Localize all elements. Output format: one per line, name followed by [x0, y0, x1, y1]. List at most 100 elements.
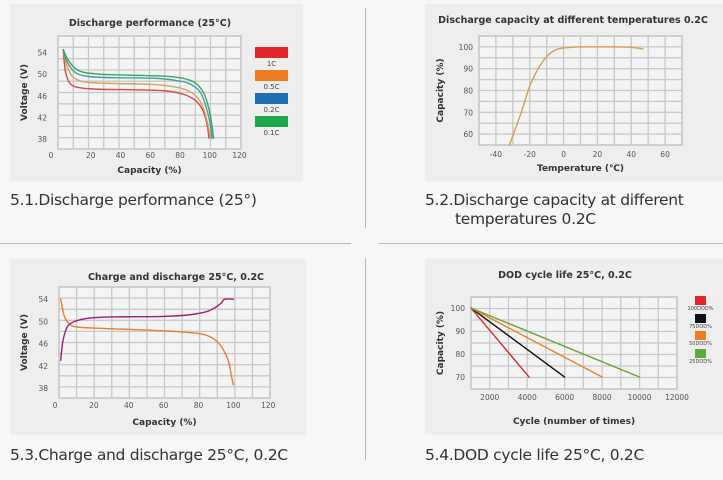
dod-cycle-life-chart: DOD cycle life 25°C, 0.2C Cycle (number o… — [436, 270, 714, 427]
x-tick-label: 40 — [116, 151, 126, 160]
y-tick-label: 60 — [463, 130, 473, 139]
vertical-divider-top — [365, 8, 366, 228]
legend-swatch — [255, 47, 288, 58]
x-axis-label: Capacity (%) — [132, 418, 196, 428]
x-tick-label: 20 — [86, 151, 96, 160]
x-tick-label: 40 — [124, 401, 134, 410]
y-axis-label: Capacity (%) — [436, 58, 446, 122]
y-tick-label: 46 — [37, 92, 47, 101]
x-axis-label: Capacity (%) — [117, 166, 181, 176]
legend-swatch — [695, 331, 706, 340]
legend-label: 0.2C — [263, 106, 279, 114]
series-line-series-1 — [60, 298, 235, 361]
caption-charge-discharge: 5.3.Charge and discharge 25°C, 0.2C — [10, 446, 288, 465]
caption-line: 5.4.DOD cycle life 25°C, 0.2C — [425, 446, 645, 464]
caption-line-2: temperatures 0.2C — [455, 210, 596, 228]
chart-panel-dod-cycle-life: DOD cycle life 25°C, 0.2C Cycle (number o… — [425, 259, 723, 435]
chart-title: Discharge performance (25°C) — [69, 18, 231, 29]
series-line-75dod- — [470, 307, 566, 378]
x-tick-label: -20 — [524, 150, 536, 159]
y-tick-label: 100 — [451, 304, 466, 313]
caption-discharge-temperature: 5.2.Discharge capacity at different tempe… — [425, 191, 684, 229]
chart-panel-discharge-performance: Discharge performance (25°C) Capacity (%)… — [10, 4, 303, 181]
legend-swatch — [695, 314, 706, 323]
chart-panel-charge-discharge: Charge and discharge 25°C, 0.2C Capacity … — [10, 259, 306, 435]
x-tick-label: 12000 — [665, 393, 689, 402]
y-tick-label: 70 — [455, 373, 465, 382]
x-tick-label: 120 — [261, 401, 276, 410]
x-tick-label: 10000 — [628, 393, 652, 402]
y-tick-label: 54 — [38, 295, 48, 304]
y-axis-label: Capacity (%) — [436, 311, 446, 375]
x-tick-label: 80 — [194, 401, 204, 410]
x-tick-label: 60 — [660, 150, 670, 159]
legend-label: 75DOD% — [689, 324, 712, 330]
y-tick-label: 38 — [37, 135, 47, 144]
discharge-temperature-chart: Discharge capacity at different temperat… — [436, 15, 708, 174]
x-tick-label: 100 — [203, 151, 218, 160]
legend-swatch — [695, 349, 706, 358]
x-tick-label: 20 — [593, 150, 603, 159]
x-tick-label: 60 — [145, 151, 155, 160]
series-line-1c — [62, 48, 210, 139]
y-tick-label: 90 — [455, 327, 465, 336]
x-tick-label: 0 — [49, 151, 54, 160]
legend-label: 0.5C — [263, 83, 279, 91]
x-tick-label: -40 — [490, 150, 502, 159]
y-tick-label: 38 — [38, 384, 48, 393]
legend-swatch — [255, 116, 288, 127]
discharge-performance-chart: Discharge performance (25°C) Capacity (%)… — [20, 18, 288, 176]
y-tick-label: 42 — [38, 362, 48, 371]
charge-discharge-chart: Charge and discharge 25°C, 0.2C Capacity … — [20, 272, 276, 428]
x-axis-label: Temperature (℃) — [537, 164, 624, 174]
y-tick-label: 46 — [38, 340, 48, 349]
y-tick-label: 50 — [37, 70, 47, 79]
chart-panel-discharge-temperature: Discharge capacity at different temperat… — [425, 4, 723, 181]
y-tick-label: 70 — [463, 108, 473, 117]
x-tick-label: 2000 — [480, 393, 499, 402]
x-tick-label: 6000 — [555, 393, 574, 402]
vertical-divider-bottom — [365, 258, 366, 460]
y-tick-label: 100 — [459, 43, 474, 52]
y-tick-label: 80 — [455, 350, 465, 359]
x-tick-label: 60 — [159, 401, 169, 410]
x-tick-label: 120 — [232, 151, 247, 160]
caption-dod-cycle-life: 5.4.DOD cycle life 25°C, 0.2C — [425, 446, 644, 465]
x-tick-label: 0 — [561, 150, 566, 159]
legend-label: 0.1C — [263, 129, 279, 137]
x-tick-label: 100 — [226, 401, 241, 410]
series-line-50dod- — [470, 307, 603, 378]
series-line-0-1c — [62, 48, 215, 139]
y-tick-label: 42 — [37, 113, 47, 122]
y-axis-label: Voltage (V) — [20, 314, 30, 371]
caption-line: 5.2.Discharge capacity at different — [425, 191, 684, 209]
y-tick-label: 50 — [38, 317, 48, 326]
x-tick-label: 0 — [53, 401, 58, 410]
horizontal-divider-right — [379, 243, 723, 244]
y-tick-label: 90 — [463, 65, 473, 74]
x-tick-label: 20 — [89, 401, 99, 410]
x-axis-label: Cycle (number of times) — [513, 417, 635, 427]
legend-swatch — [255, 70, 288, 81]
y-axis-label: Voltage (V) — [20, 64, 30, 121]
legend-label: 100DOD% — [688, 306, 714, 312]
x-tick-label: 40 — [626, 150, 636, 159]
caption-line: 5.1.Discharge performance (25°) — [10, 191, 257, 209]
caption-discharge-performance: 5.1.Discharge performance (25°) — [10, 191, 257, 210]
y-tick-label: 54 — [37, 48, 47, 57]
chart-title: Charge and discharge 25°C, 0.2C — [88, 272, 264, 283]
legend-swatch — [695, 296, 706, 305]
series-line-100dod- — [470, 307, 530, 378]
x-tick-label: 4000 — [518, 393, 537, 402]
caption-line: 5.3.Charge and discharge 25°C, 0.2C — [10, 446, 288, 464]
legend-swatch — [255, 93, 288, 104]
series-line-25dod- — [470, 307, 641, 378]
series-line-series-0 — [508, 46, 644, 146]
series-line-0-2c — [62, 48, 213, 139]
horizontal-divider-left — [0, 243, 351, 244]
chart-title: Discharge capacity at different temperat… — [438, 15, 708, 26]
legend-label: 1C — [267, 60, 276, 68]
legend-label: 50DOD% — [689, 341, 712, 347]
legend-label: 25DOD% — [689, 359, 712, 365]
y-tick-label: 80 — [463, 87, 473, 96]
